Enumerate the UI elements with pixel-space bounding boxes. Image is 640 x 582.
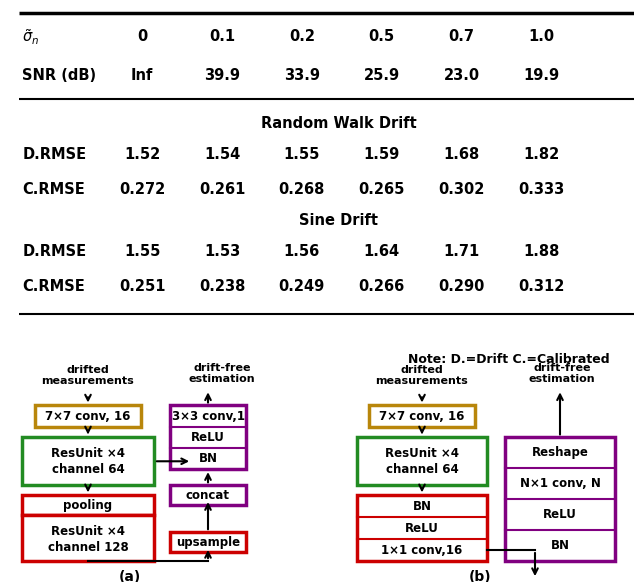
Text: C.RMSE: C.RMSE xyxy=(22,182,85,197)
Text: BN: BN xyxy=(550,539,570,552)
Bar xyxy=(357,437,487,485)
Text: 0.5: 0.5 xyxy=(369,30,395,44)
Text: ReLU: ReLU xyxy=(405,521,439,535)
Text: 23.0: 23.0 xyxy=(444,68,479,83)
Text: 0: 0 xyxy=(137,30,147,44)
Text: C.RMSE: C.RMSE xyxy=(22,279,85,294)
Text: 0.2: 0.2 xyxy=(289,30,315,44)
Text: drifted
measurements: drifted measurements xyxy=(376,365,468,386)
Text: 0.290: 0.290 xyxy=(438,279,484,294)
Bar xyxy=(505,437,615,561)
Text: ResUnit ×4: ResUnit ×4 xyxy=(51,524,125,538)
Text: 1×1 conv,16: 1×1 conv,16 xyxy=(381,544,463,556)
Text: ReLU: ReLU xyxy=(191,431,225,444)
Text: (b): (b) xyxy=(468,570,492,582)
Text: SNR (dB): SNR (dB) xyxy=(22,68,97,83)
Text: Reshape: Reshape xyxy=(532,446,588,459)
Text: 33.9: 33.9 xyxy=(284,68,320,83)
Text: 0.1: 0.1 xyxy=(209,30,235,44)
Text: 1.64: 1.64 xyxy=(364,244,400,259)
Text: drift-free
estimation: drift-free estimation xyxy=(529,363,595,384)
Text: channel 128: channel 128 xyxy=(47,541,129,553)
Bar xyxy=(170,406,246,469)
Text: 1.71: 1.71 xyxy=(444,244,480,259)
Text: 1.55: 1.55 xyxy=(284,147,320,162)
Text: 1.56: 1.56 xyxy=(284,244,320,259)
Text: 1.55: 1.55 xyxy=(124,244,160,259)
Text: 1.88: 1.88 xyxy=(524,244,559,259)
Text: ResUnit ×4: ResUnit ×4 xyxy=(51,447,125,460)
Text: 7×7 conv, 16: 7×7 conv, 16 xyxy=(380,410,465,423)
Text: 1.53: 1.53 xyxy=(204,244,240,259)
Text: 0.266: 0.266 xyxy=(358,279,405,294)
Text: N×1 conv, N: N×1 conv, N xyxy=(520,477,600,490)
Text: 7×7 conv, 16: 7×7 conv, 16 xyxy=(45,410,131,423)
Text: 1.52: 1.52 xyxy=(124,147,160,162)
Text: ResUnit ×4: ResUnit ×4 xyxy=(385,447,459,460)
Bar xyxy=(369,406,475,427)
Text: 39.9: 39.9 xyxy=(204,68,240,83)
Text: Sine Drift: Sine Drift xyxy=(299,213,378,228)
Text: 0.268: 0.268 xyxy=(278,182,325,197)
Text: 1.59: 1.59 xyxy=(364,147,400,162)
Bar xyxy=(22,437,154,485)
Text: 0.251: 0.251 xyxy=(119,279,165,294)
Text: 0.249: 0.249 xyxy=(278,279,325,294)
Bar xyxy=(22,495,154,515)
Text: $\tilde{\sigma}_n$: $\tilde{\sigma}_n$ xyxy=(22,27,40,47)
Text: D.RMSE: D.RMSE xyxy=(22,244,86,259)
Text: 0.7: 0.7 xyxy=(449,30,475,44)
Text: 0.333: 0.333 xyxy=(518,182,564,197)
Text: 1.0: 1.0 xyxy=(529,30,554,44)
Text: 0.261: 0.261 xyxy=(199,182,245,197)
Text: drift-free
estimation: drift-free estimation xyxy=(189,363,255,384)
Text: 19.9: 19.9 xyxy=(524,68,559,83)
Text: 0.272: 0.272 xyxy=(119,182,165,197)
Text: (a): (a) xyxy=(119,570,141,582)
Text: 0.312: 0.312 xyxy=(518,279,564,294)
Text: 1.68: 1.68 xyxy=(444,147,480,162)
Text: upsample: upsample xyxy=(176,535,240,549)
Text: pooling: pooling xyxy=(63,499,113,512)
Text: drifted
measurements: drifted measurements xyxy=(42,365,134,386)
Text: channel 64: channel 64 xyxy=(386,463,458,475)
Text: channel 64: channel 64 xyxy=(52,463,124,475)
Text: 3×3 conv,1: 3×3 conv,1 xyxy=(172,410,244,423)
Bar xyxy=(35,406,141,427)
Text: 0.238: 0.238 xyxy=(199,279,245,294)
Text: 0.302: 0.302 xyxy=(438,182,484,197)
Bar xyxy=(170,485,246,505)
Bar xyxy=(22,515,154,561)
Bar xyxy=(357,495,487,561)
Bar xyxy=(170,532,246,552)
Text: 1.82: 1.82 xyxy=(524,147,559,162)
Text: BN: BN xyxy=(413,500,431,513)
Text: Inf: Inf xyxy=(131,68,153,83)
Text: D.RMSE: D.RMSE xyxy=(22,147,86,162)
Text: 0.265: 0.265 xyxy=(358,182,405,197)
Text: BN: BN xyxy=(198,452,218,465)
Text: concat: concat xyxy=(186,489,230,502)
Text: Note: D.=Drift C.=Calibrated: Note: D.=Drift C.=Calibrated xyxy=(408,353,610,365)
Text: 25.9: 25.9 xyxy=(364,68,400,83)
Text: Random Walk Drift: Random Walk Drift xyxy=(261,116,417,131)
Text: 1.54: 1.54 xyxy=(204,147,240,162)
Text: ReLU: ReLU xyxy=(543,508,577,521)
